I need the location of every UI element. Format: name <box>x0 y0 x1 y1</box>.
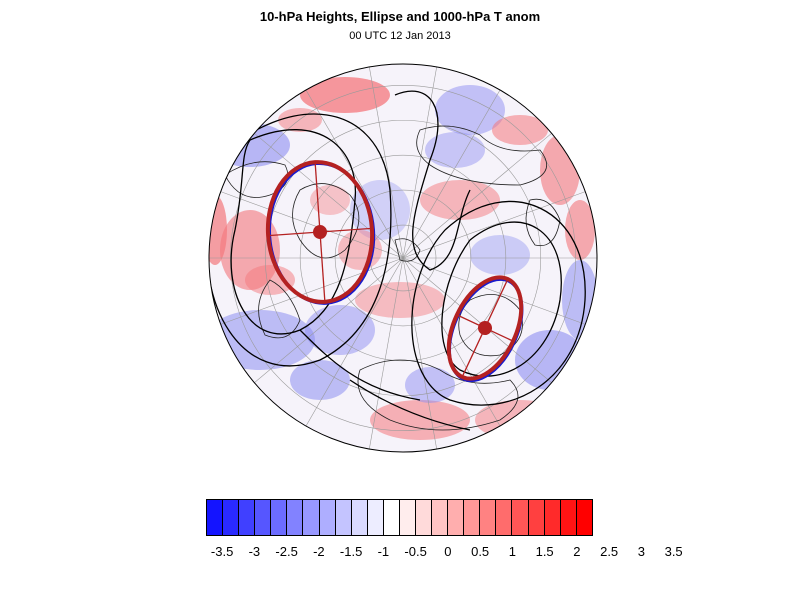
globe-outline <box>208 63 598 453</box>
colorbar-swatch <box>335 500 352 535</box>
longitude-line <box>305 89 404 259</box>
vortex-ellipse-1-center <box>313 225 327 239</box>
colorbar-swatch <box>512 500 529 535</box>
coastline <box>357 359 519 431</box>
height-contour <box>394 90 471 271</box>
colorbar-swatch <box>287 500 304 535</box>
colorbar-swatch <box>207 500 224 535</box>
colorbar-swatch <box>271 500 288 535</box>
height-contour <box>349 379 471 431</box>
anomaly-patch <box>492 115 548 145</box>
colorbar-swatch <box>239 500 256 535</box>
anomaly-patch <box>565 200 595 260</box>
colorbar-swatch <box>255 500 272 535</box>
colorbar-tick-label: 2.5 <box>600 544 619 559</box>
colorbar-swatch <box>223 500 240 535</box>
coastline <box>394 238 421 262</box>
height-contour <box>411 200 586 406</box>
vortex-ellipse-2-group <box>446 275 524 383</box>
height-contour <box>209 113 392 367</box>
longitude-line <box>402 66 437 259</box>
colorbar <box>206 499 593 536</box>
longitude-line <box>369 257 404 450</box>
colorbar-labels: -3.5 -3 -2.5 -2 -1.5 -1 -0.5 0 0.5 1 1.5 2 2.5 3 3.5 <box>0 544 800 562</box>
vortex-ellipse-2-center <box>478 321 492 335</box>
anomaly-patch <box>290 360 350 400</box>
colorbar-swatch <box>416 500 433 535</box>
colorbar-tick-label: -3.5 <box>210 544 234 559</box>
colorbar-tick-label: 1.5 <box>535 544 554 559</box>
colorbar-swatch <box>367 500 384 535</box>
colorbar-swatch <box>544 500 561 535</box>
colorbar-tick-label: 3 <box>637 544 645 559</box>
colorbar-swatch <box>319 500 336 535</box>
colorbar-swatch <box>448 500 465 535</box>
colorbar-tick-label: 3.5 <box>664 544 683 559</box>
colorbar-swatch <box>432 500 449 535</box>
longitude-line <box>254 257 404 383</box>
colorbar-swatch <box>383 500 400 535</box>
colorbar-tick-label: -3 <box>248 544 261 559</box>
colorbar-tick-label: -2.5 <box>275 544 298 559</box>
colorbar-swatch <box>576 500 592 535</box>
anomaly-patch <box>370 400 470 440</box>
longitude-line <box>402 133 552 259</box>
colorbar-tick-label: -0.5 <box>404 544 427 559</box>
anomaly-patch <box>425 132 485 168</box>
anomaly-patch <box>310 185 350 215</box>
anomaly-patch <box>305 305 375 355</box>
colorbar-swatch <box>528 500 545 535</box>
colorbar-swatch <box>399 500 417 535</box>
longitude-line <box>402 191 586 259</box>
height-contour <box>230 129 357 335</box>
plot-subtitle: 00 UTC 12 Jan 2013 <box>349 30 451 42</box>
colorbar-swatch <box>303 500 320 535</box>
coastline <box>292 183 360 259</box>
anomaly-patch <box>278 108 322 132</box>
colorbar-tick-label: 0.5 <box>471 544 490 559</box>
height-contours <box>209 90 586 431</box>
colorbar-tick-label: 0 <box>444 544 452 559</box>
colorbar-tick-label: 1 <box>508 544 516 559</box>
longitude-line <box>402 257 437 450</box>
colorbar-tick-label: -1.5 <box>339 544 363 559</box>
coastline <box>458 293 523 357</box>
anomaly-patch <box>210 123 290 167</box>
vortex-ellipse-1-group <box>265 160 376 305</box>
height-contour <box>299 329 421 401</box>
longitude-line <box>402 257 552 383</box>
longitude-line <box>305 257 404 427</box>
anomaly-patch <box>355 282 445 318</box>
colorbar-tick-label: 2 <box>573 544 581 559</box>
longitude-line <box>220 257 404 325</box>
longitude-line <box>254 133 404 259</box>
longitude-line <box>369 66 404 259</box>
colorbar-swatch <box>560 500 577 535</box>
height-contour <box>441 221 562 377</box>
colorbar-swatch <box>480 500 497 535</box>
vortex-ellipses <box>265 160 524 383</box>
anomaly-patch <box>209 195 227 265</box>
temperature-anomaly-field <box>209 77 597 440</box>
colorbar-tick-label: -2 <box>313 544 325 559</box>
anomaly-patch <box>470 235 530 275</box>
colorbar-swatch <box>464 500 481 535</box>
longitude-line <box>402 89 501 259</box>
colorbar-tick-label: -1 <box>377 544 390 559</box>
anomaly-patch <box>435 85 505 135</box>
coastline <box>258 279 301 339</box>
plot-title: 10-hPa Heights, Ellipse and 1000-hPa T a… <box>259 9 541 24</box>
colorbar-swatch <box>496 500 513 535</box>
colorbar-swatch <box>351 500 368 535</box>
anomaly-patch <box>300 77 390 113</box>
